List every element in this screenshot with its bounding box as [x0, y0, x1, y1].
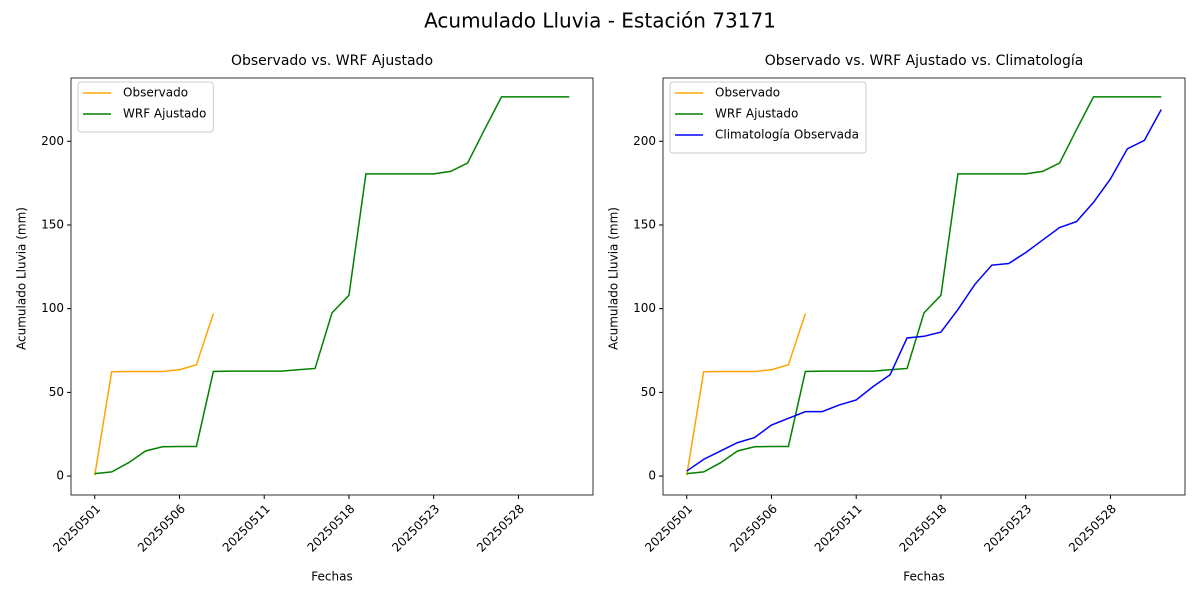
subplot-title: Observado vs. WRF Ajustado vs. Climatolo… — [765, 53, 1084, 69]
x-axis-label: Fechas — [311, 570, 352, 584]
x-tick-label: 20250518 — [896, 502, 949, 555]
y-tick-label: 0 — [648, 469, 656, 483]
figure-title: Acumulado Lluvia - Estación 73171 — [424, 9, 776, 33]
x-tick-label: 20250518 — [304, 502, 357, 555]
x-tick-label: 20250523 — [389, 502, 442, 555]
y-tick-label: 150 — [41, 217, 64, 231]
legend-label: Climatología Observada — [715, 128, 859, 142]
x-tick-label: 20250511 — [220, 502, 273, 555]
series-line — [94, 96, 570, 475]
x-tick-label: 20250501 — [642, 502, 695, 555]
y-tick-label: 0 — [56, 469, 64, 483]
x-tick-label: 20250528 — [1066, 502, 1119, 555]
y-tick-label: 150 — [633, 217, 656, 231]
y-tick-label: 100 — [41, 301, 64, 315]
x-tick-label: 20250506 — [727, 502, 780, 555]
series-line — [685, 313, 807, 476]
subplot: Observado vs. WRF Ajustado vs. Climatolo… — [607, 53, 1186, 584]
axes-frame — [70, 77, 594, 496]
legend: Observado WRF Ajustado Climatología Observ… — [669, 81, 867, 154]
x-tick-label: 20250501 — [50, 502, 103, 555]
y-tick-label: 50 — [49, 385, 64, 399]
x-tick-label: 20250511 — [812, 502, 865, 555]
x-tick-label: 20250506 — [135, 502, 188, 555]
legend-label: WRF Ajustado — [715, 107, 798, 121]
y-axis-label: Acumulado Lluvia (mm) — [607, 207, 621, 350]
x-axis-label: Fechas — [903, 570, 944, 584]
x-tick-label: 20250523 — [981, 502, 1034, 555]
legend-box — [669, 81, 867, 154]
axes-frame — [662, 77, 1186, 496]
legend-label: Observado — [123, 86, 188, 100]
y-axis-label: Acumulado Lluvia (mm) — [15, 207, 29, 350]
y-tick-label: 50 — [641, 385, 656, 399]
legend: Observado WRF Ajustado — [77, 81, 214, 133]
x-tick-label: 20250528 — [474, 502, 527, 555]
series-line — [93, 313, 215, 476]
legend-label: WRF Ajustado — [123, 107, 206, 121]
y-tick-label: 200 — [41, 134, 64, 148]
y-tick-label: 200 — [633, 134, 656, 148]
series-line — [686, 96, 1162, 475]
subplot: Observado vs. WRF Ajustado 0 50 100 150 200 20… — [15, 53, 594, 584]
series-line — [686, 109, 1162, 472]
legend-box — [77, 81, 214, 133]
legend-label: Observado — [715, 86, 780, 100]
y-tick-label: 100 — [633, 301, 656, 315]
subplot-title: Observado vs. WRF Ajustado — [231, 53, 433, 69]
